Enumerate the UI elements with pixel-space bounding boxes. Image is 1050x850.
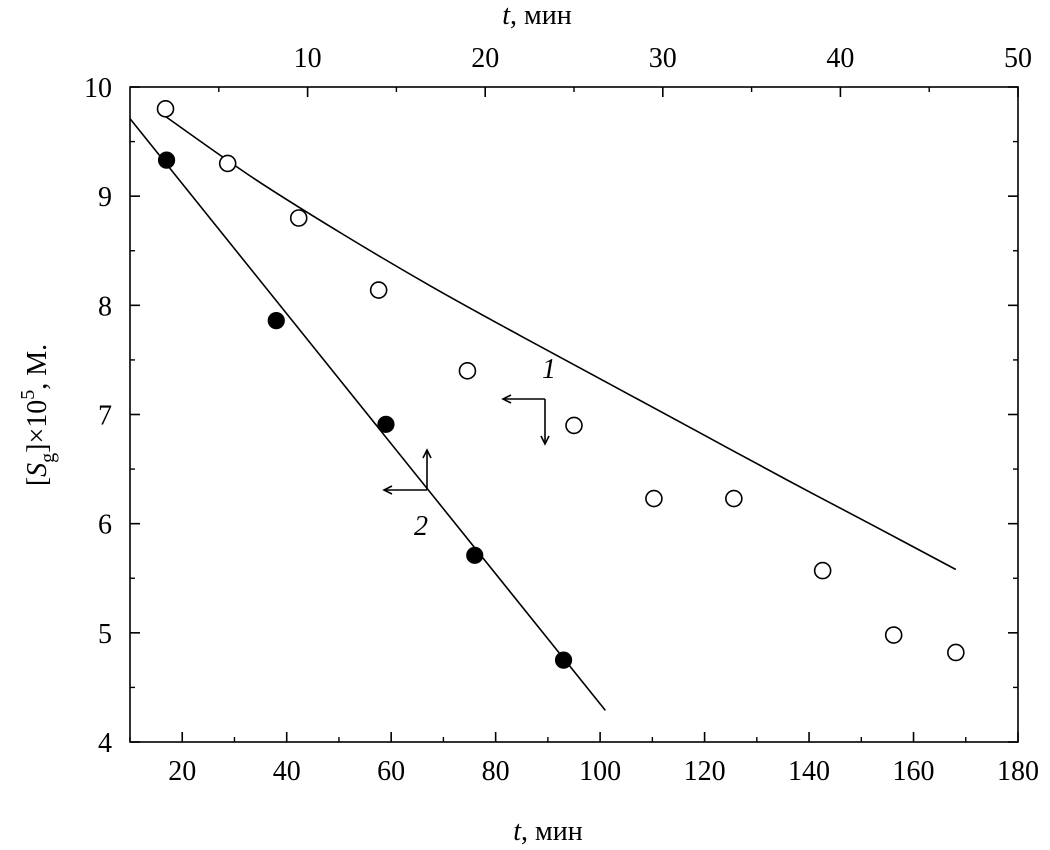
- series-1-annotation: [501, 394, 550, 446]
- series-1-point: [565, 416, 583, 435]
- data-markers: [156, 100, 965, 669]
- y-tail: , M.: [22, 344, 53, 390]
- series-2-point: [267, 312, 285, 330]
- x-bottom-tick-label: 20: [168, 756, 196, 787]
- x-bottom-unit: , мин: [521, 816, 583, 847]
- series-1-point: [369, 281, 388, 299]
- series-2-point: [466, 546, 484, 564]
- series-2-annotation: [382, 448, 432, 495]
- x-top-tick-label: 10: [294, 43, 322, 74]
- y-tick-label: 6: [98, 510, 112, 541]
- tick-labels: 20 40 60 80 100 120 140 160 180 10 20 30 40 50 4 5 6 7 8 9 1…: [84, 43, 1039, 787]
- series-1-point: [218, 154, 237, 173]
- y-sub: g: [37, 453, 59, 463]
- fit-lines: [129, 115, 957, 711]
- x-top-unit: , мин: [510, 0, 572, 31]
- x-bottom-tick-label: 120: [684, 756, 726, 787]
- series-2-arrowhead-up: [422, 448, 432, 459]
- series-1-label: 1: [542, 354, 556, 385]
- x-bottom-var: t: [513, 816, 522, 847]
- x-top-tick-label: 30: [649, 43, 677, 74]
- x-bottom-tick-label: 60: [377, 756, 405, 787]
- y-tick-label: 7: [98, 401, 112, 432]
- series-1-point: [725, 489, 743, 508]
- y-mid: ]×10: [22, 400, 53, 453]
- x-bottom-tick-label: 80: [482, 756, 510, 787]
- x-top-var: t: [502, 0, 511, 31]
- x-axis-title-top: t, мин: [502, 0, 571, 31]
- x-bottom-tick-label: 100: [579, 756, 621, 787]
- x-top-tick-label: 40: [826, 43, 854, 74]
- y-tick-label: 4: [98, 728, 112, 759]
- y-axis-title: [Sg]×105, M.: [17, 344, 59, 486]
- x-top-tick-label: 20: [471, 43, 499, 74]
- series-1-arrowhead-left: [501, 394, 512, 404]
- series-2-label: 2: [414, 511, 428, 542]
- series-1-point: [289, 209, 308, 227]
- series-1-point: [156, 100, 175, 118]
- series-1-point: [884, 626, 903, 644]
- series-1-point: [813, 561, 832, 580]
- x-bottom-tick-label: 40: [273, 756, 301, 787]
- x-axis-title-bottom: t, мин: [513, 816, 582, 847]
- series-1-arrowhead-down: [540, 435, 550, 446]
- tick-marks: [129, 86, 1019, 743]
- y-open: [: [22, 477, 53, 486]
- series-2-arrowhead-left: [382, 485, 393, 495]
- series-1-point: [645, 489, 663, 508]
- y-tick-label: 8: [98, 291, 112, 322]
- series-1-point: [947, 643, 965, 662]
- series-2-fit: [129, 118, 606, 711]
- series-2-point: [157, 151, 176, 169]
- x-top-tick-label: 50: [1004, 43, 1032, 74]
- series-1-fit: [165, 115, 957, 571]
- y-tick-label: 9: [98, 182, 112, 213]
- y-tick-label: 10: [84, 73, 112, 104]
- x-bottom-tick-label: 180: [997, 756, 1039, 787]
- y-sup: 5: [17, 390, 39, 400]
- x-bottom-tick-label: 140: [788, 756, 830, 787]
- series-1-point: [458, 362, 477, 380]
- x-bottom-tick-label: 160: [893, 756, 935, 787]
- series-2-point: [377, 415, 395, 433]
- series-2-point: [554, 651, 573, 669]
- y-var: S: [22, 463, 53, 477]
- y-tick-label: 5: [98, 619, 112, 650]
